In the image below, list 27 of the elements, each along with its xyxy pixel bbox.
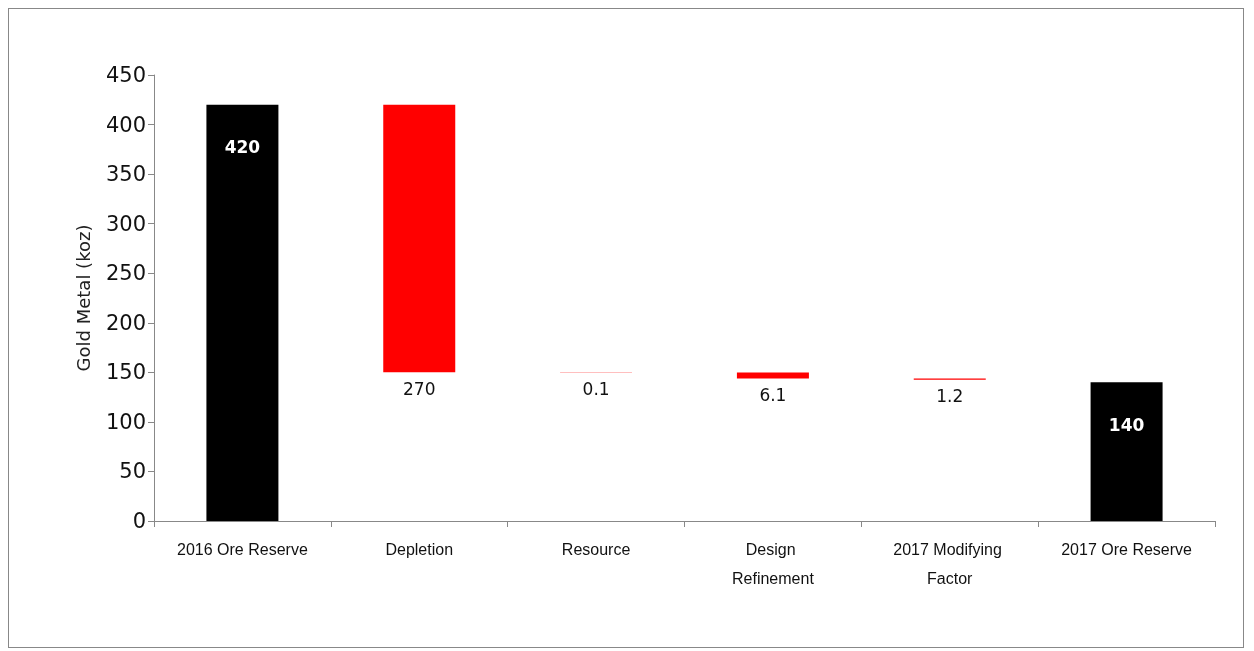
data-label: 140 bbox=[1108, 414, 1145, 435]
x-tick-label: 2016 Ore Reserve bbox=[177, 541, 308, 558]
y-tick-label: 250 bbox=[105, 261, 146, 286]
data-label: 0.1 bbox=[582, 378, 610, 399]
y-tick-label: 50 bbox=[119, 459, 146, 484]
y-tick-label: 0 bbox=[132, 509, 146, 533]
y-tick-label: 150 bbox=[105, 360, 146, 385]
x-tick-label: Design Refinement bbox=[732, 541, 815, 587]
data-label: 1.2 bbox=[936, 386, 964, 407]
y-axis-title: Gold Metal (koz) bbox=[72, 224, 94, 372]
x-tick-label: Depletion bbox=[385, 541, 454, 558]
y-tick-label: 400 bbox=[105, 112, 146, 137]
x-tick-label: 2017 Ore Reserve bbox=[1061, 541, 1193, 558]
y-tick-label: 100 bbox=[105, 409, 146, 434]
y-tick-label: 350 bbox=[105, 162, 146, 187]
data-label: 270 bbox=[403, 378, 436, 399]
bar bbox=[206, 104, 279, 521]
x-tick-label: 2017 Modifying Factor bbox=[893, 541, 1007, 587]
y-tick-label: 450 bbox=[105, 63, 146, 87]
data-label: 6.1 bbox=[759, 384, 787, 405]
bar bbox=[383, 104, 456, 373]
bar bbox=[736, 372, 809, 379]
x-tick-label: Resource bbox=[561, 541, 631, 558]
bar bbox=[1090, 382, 1163, 521]
y-tick-label: 200 bbox=[105, 310, 146, 335]
data-label: 420 bbox=[224, 137, 261, 158]
y-tick-label: 300 bbox=[105, 211, 146, 236]
